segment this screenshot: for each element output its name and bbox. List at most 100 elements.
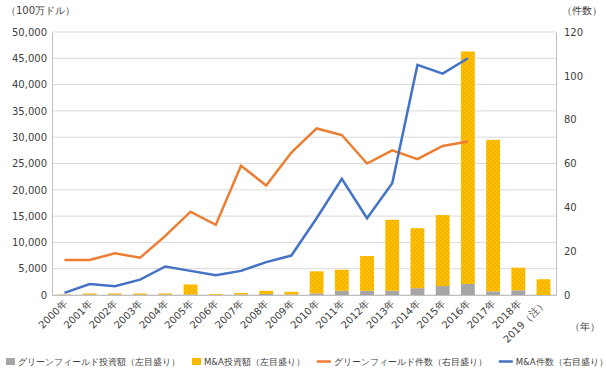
legend: グリーンフィールド投資額（左目盛り） M&A投資額（左目盛り） グリーンフィールド件… [6, 357, 606, 367]
bar [411, 228, 425, 288]
tick: 80 [556, 114, 577, 125]
bar [133, 294, 147, 295]
bar [209, 293, 223, 295]
axis: 0 5,000 10,000 15,000 20,000 25,000 30,000 35,0… [12, 27, 53, 301]
grid-line [52, 110, 556, 111]
line [64, 128, 467, 259]
bar [259, 291, 273, 294]
tick: 60 [556, 158, 577, 169]
marks [58, 51, 551, 295]
tick-label: 2019（注） [501, 298, 548, 345]
legend-item: グリーンフィールド投資額（左目盛り） [6, 357, 180, 367]
tick: 40 [556, 202, 577, 213]
bar [310, 271, 324, 293]
tick: 45,000 [12, 53, 52, 64]
bar [511, 268, 525, 291]
bar [360, 256, 374, 291]
grid-line [52, 295, 556, 296]
bar [184, 284, 198, 294]
bar [436, 215, 450, 286]
tick: 30,000 [12, 132, 52, 143]
grid-line [52, 137, 556, 138]
tick: 5,000 [18, 263, 52, 274]
tick-label: 35,000 [12, 106, 47, 117]
tick-label: 45,000 [12, 53, 47, 64]
axis: 0 20 40 60 80 100 120 [556, 27, 583, 301]
bar [436, 286, 450, 295]
grid-line [52, 58, 556, 59]
grid [52, 32, 556, 295]
line [64, 58, 467, 293]
x-axis-title: （年） [570, 321, 600, 332]
plot-area: 0 5,000 10,000 15,000 20,000 25,000 30,000 35,0… [12, 27, 583, 345]
tick-label: 30,000 [12, 132, 47, 143]
tick-label: 100 [564, 71, 583, 82]
y2-axis-title: （件数） [562, 5, 602, 16]
tick: 15,000 [12, 211, 52, 222]
bar [335, 270, 349, 291]
bar [158, 294, 172, 295]
bar [511, 290, 525, 295]
bar [486, 291, 500, 295]
legend-label: グリーンフィールド投資額（左目盛り） [18, 357, 180, 367]
tick-label: 10,000 [12, 237, 47, 248]
legend-label: グリーンフィールド件数（右目盛り） [334, 357, 487, 367]
tick: 20,000 [12, 185, 52, 196]
bar [486, 140, 500, 291]
y-axis-title: （100万ドル） [6, 5, 75, 16]
bar [108, 294, 122, 295]
bar-series [58, 284, 526, 295]
tick: 20 [556, 246, 577, 257]
tick-label: 120 [564, 27, 583, 38]
tick: 100 [556, 71, 583, 82]
bar [259, 294, 273, 295]
grid-line [52, 216, 556, 217]
grid-line [52, 189, 556, 190]
tick: 40,000 [12, 79, 52, 90]
bar [360, 291, 374, 295]
tick: 25,000 [12, 158, 52, 169]
tick-label: 25,000 [12, 158, 47, 169]
bar [310, 293, 324, 295]
bar [133, 293, 147, 294]
legend-item: M&A件数（右目盛り） [499, 357, 606, 367]
bar [58, 294, 72, 295]
bar [411, 288, 425, 295]
bar [58, 294, 72, 295]
bar [385, 220, 399, 291]
tick: 2019（注） [501, 295, 548, 345]
legend-swatch [317, 360, 331, 363]
tick: 0 [41, 290, 52, 301]
bar [537, 279, 551, 295]
grid-line [52, 268, 556, 269]
grid-line [52, 32, 556, 33]
bar [284, 292, 298, 295]
tick: 120 [556, 27, 583, 38]
tick: 10,000 [12, 237, 52, 248]
tick-label: 0 [41, 290, 47, 301]
tick: 0 [556, 290, 570, 301]
tick-label: 60 [564, 158, 577, 169]
bar-series [58, 51, 551, 295]
grid-line [52, 84, 556, 85]
tick: 35,000 [12, 106, 52, 117]
bar [209, 294, 223, 295]
legend-item: M&A投資額（左目盛り） [192, 357, 305, 367]
bar [234, 293, 248, 295]
axis-line [52, 33, 53, 296]
bar [108, 293, 122, 294]
legend-label: M&A件数（右目盛り） [516, 357, 606, 367]
legend-swatch [499, 360, 513, 363]
chart: 0 5,000 10,000 15,000 20,000 25,000 30,000 35,0… [0, 0, 606, 377]
legend-item: グリーンフィールド件数（右目盛り） [317, 357, 487, 367]
tick-label: 5,000 [18, 263, 47, 274]
axis: 2000年2001年2002年2003年2004年2005年2006年2007年… [36, 295, 556, 345]
legend-swatch [6, 358, 15, 365]
tick-label: 20 [564, 246, 577, 257]
axis-line [556, 33, 557, 296]
bar [83, 293, 97, 294]
tick-label: 40 [564, 202, 577, 213]
bar [461, 284, 475, 295]
tick-label: 15,000 [12, 211, 47, 222]
bar [335, 291, 349, 295]
